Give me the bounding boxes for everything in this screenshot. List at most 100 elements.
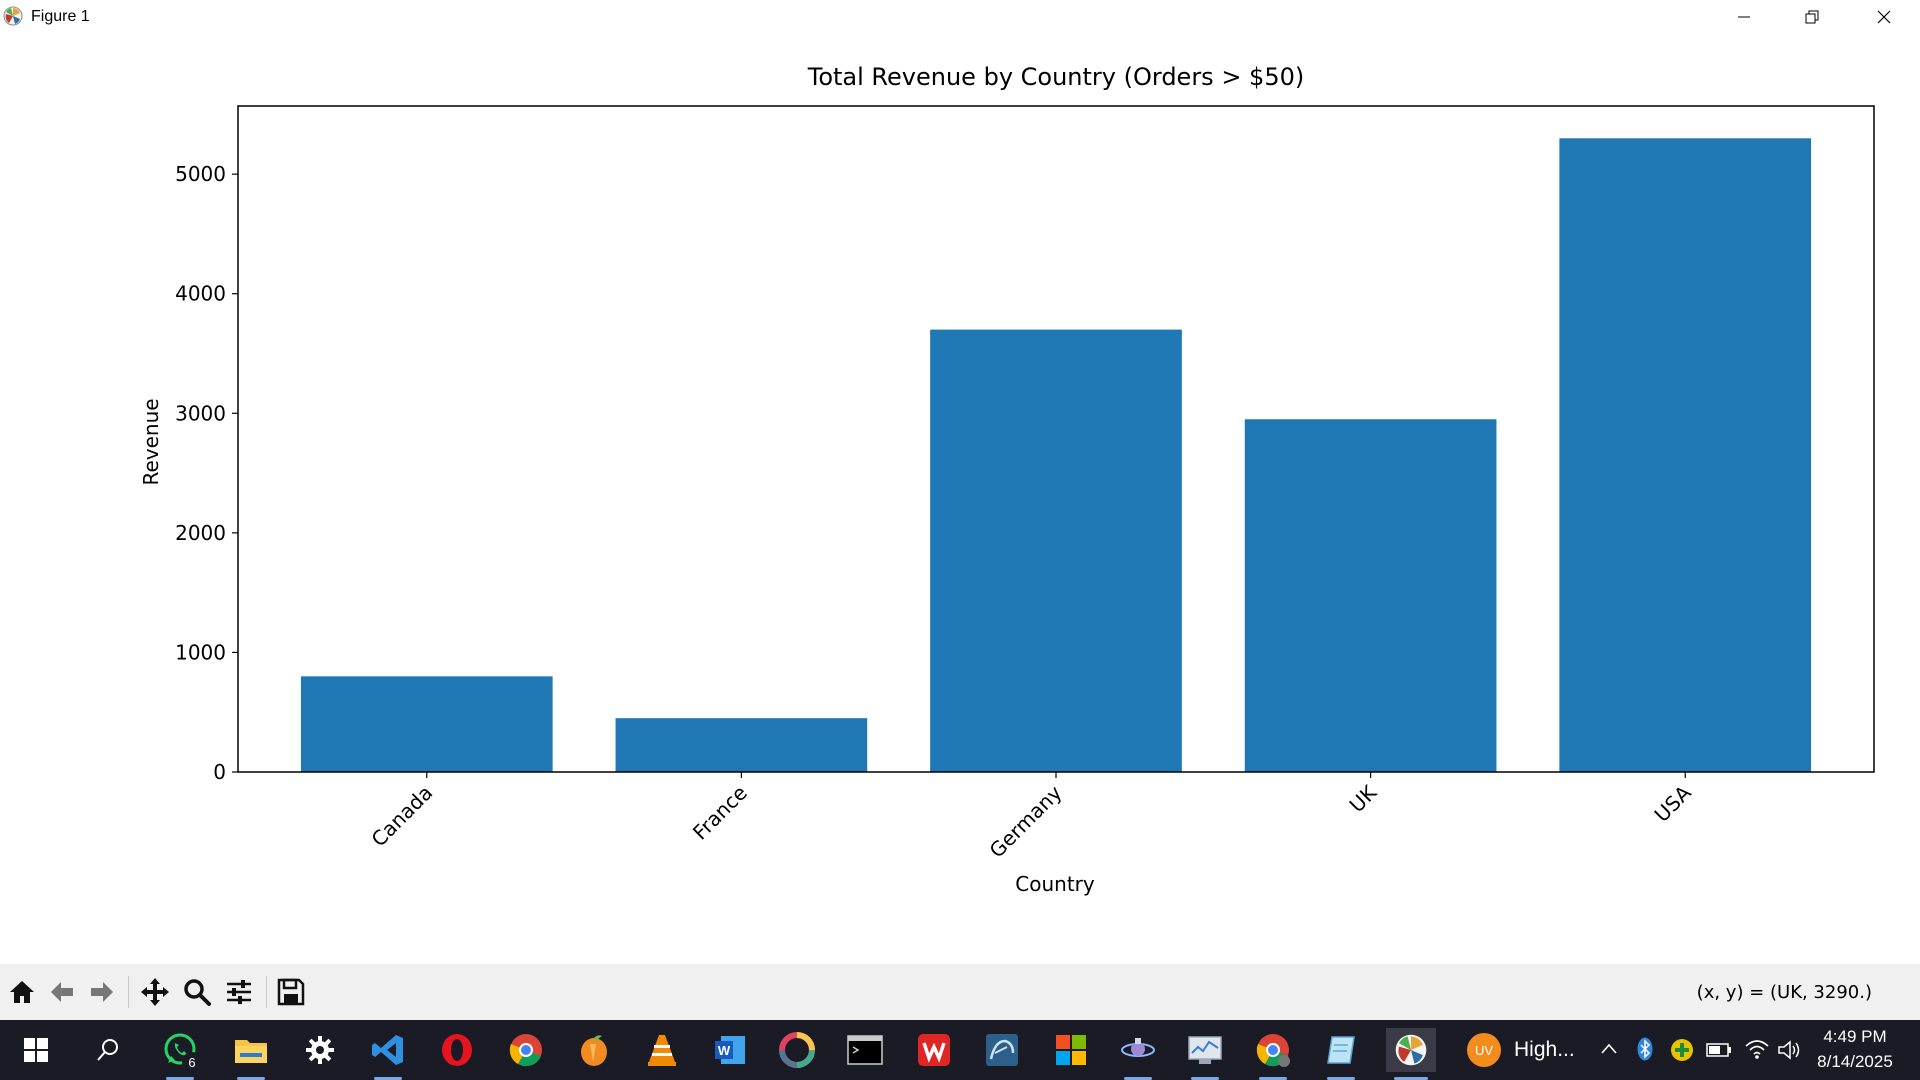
- wps-office-icon: [918, 1034, 950, 1066]
- close-icon: [1877, 10, 1891, 24]
- x-tick-label: UK: [1345, 780, 1382, 817]
- bar-france: [615, 718, 868, 772]
- uv-weather-icon: UV: [1467, 1033, 1501, 1067]
- toolbar-separator: [266, 976, 267, 1008]
- taskbar-mysql-workbench[interactable]: [980, 1028, 1024, 1072]
- forward-icon: [91, 982, 113, 1002]
- search-button[interactable]: [86, 1028, 130, 1072]
- configure-subplots-icon: [227, 980, 251, 1004]
- clock-date: 8/14/2025: [1817, 1052, 1893, 1071]
- y-tick-label: 2000: [175, 521, 226, 545]
- cursor-coordinates: (x, y) = (UK, 3290.): [1696, 982, 1872, 1003]
- active-indicator: [1327, 1077, 1355, 1080]
- bar-germany: [930, 329, 1182, 772]
- y-tick-label: 5000: [175, 162, 226, 186]
- taskbar-terminal[interactable]: [843, 1028, 887, 1072]
- taskbar-whatsapp[interactable]: 6: [158, 1028, 202, 1080]
- monitor-chart-icon: [1188, 1036, 1222, 1064]
- gear-icon: [306, 1036, 334, 1064]
- volume-icon[interactable]: [1777, 1039, 1803, 1061]
- opera-icon: [442, 1034, 472, 1066]
- bar-uk: [1244, 419, 1497, 772]
- chart-title: Total Revenue by Country (Orders > $50): [807, 63, 1304, 91]
- search-icon: [97, 1039, 118, 1061]
- taskbar-notepad[interactable]: [1319, 1028, 1363, 1080]
- bluetooth-icon[interactable]: [1637, 1037, 1653, 1061]
- home-icon: [10, 981, 34, 1003]
- x-tick-label: Canada: [367, 781, 438, 852]
- weather-widget[interactable]: UV: [1462, 1028, 1506, 1072]
- taskbar-resource-monitor[interactable]: [1183, 1028, 1227, 1080]
- bar-chart: Total Revenue by Country (Orders > $50) …: [139, 63, 1875, 896]
- taskbar-vscode[interactable]: [366, 1028, 410, 1080]
- active-indicator: [1191, 1077, 1219, 1080]
- os-taskbar: 6 W: [0, 1020, 1920, 1080]
- pan-button[interactable]: [137, 974, 173, 1010]
- satellite-icon: [1121, 1038, 1155, 1057]
- restore-icon: [1805, 10, 1819, 24]
- navigation-toolbar: (x, y) = (UK, 3290.): [0, 964, 1920, 1020]
- pan-icon: [141, 978, 169, 1006]
- whatsapp-icon: [164, 1033, 196, 1065]
- forward-button[interactable]: [84, 974, 120, 1010]
- taskbar-word[interactable]: W: [708, 1028, 752, 1072]
- home-button[interactable]: [4, 974, 40, 1010]
- y-tick-label: 1000: [175, 640, 226, 664]
- save-icon: [277, 978, 305, 1006]
- chrome-profile-icon: [1256, 1034, 1290, 1067]
- taskbar-wps[interactable]: [912, 1028, 956, 1072]
- office-grid-icon: [1056, 1035, 1086, 1065]
- active-indicator: [1124, 1077, 1152, 1080]
- x-axis-label: Country: [1015, 872, 1095, 896]
- plus-status-icon[interactable]: [1670, 1038, 1694, 1062]
- chevron-up-icon[interactable]: [1600, 1042, 1618, 1056]
- back-icon: [51, 982, 73, 1002]
- active-indicator: [1394, 1077, 1428, 1080]
- taskbar-file-explorer[interactable]: [229, 1028, 273, 1080]
- taskbar-anaconda[interactable]: [1116, 1028, 1160, 1080]
- taskbar-fl-studio[interactable]: [572, 1028, 616, 1072]
- minimize-button[interactable]: [1710, 0, 1778, 34]
- notepad-icon: [1327, 1036, 1355, 1064]
- window-title: Figure 1: [31, 8, 90, 25]
- back-button[interactable]: [44, 974, 80, 1010]
- y-tick-label: 0: [213, 760, 226, 784]
- start-button[interactable]: [14, 1028, 58, 1072]
- zoom-button[interactable]: [179, 974, 215, 1010]
- wifi-icon[interactable]: [1744, 1038, 1770, 1060]
- y-tick-label: 3000: [175, 401, 226, 425]
- battery-icon[interactable]: [1706, 1042, 1732, 1058]
- minimize-icon: [1738, 16, 1750, 18]
- taskbar-chrome[interactable]: [504, 1028, 548, 1072]
- x-tick-label: USA: [1650, 780, 1696, 826]
- weather-label[interactable]: High...: [1514, 1038, 1575, 1061]
- mysql-workbench-icon: [986, 1034, 1018, 1066]
- taskbar-office-app[interactable]: [1049, 1028, 1093, 1072]
- configure-subplots-button[interactable]: [221, 974, 257, 1010]
- taskbar-vlc[interactable]: [640, 1028, 684, 1072]
- save-button[interactable]: [273, 974, 309, 1010]
- window-titlebar: Figure 1: [0, 0, 1920, 34]
- vlc-icon: [648, 1035, 676, 1066]
- windows-start-icon: [24, 1038, 48, 1062]
- bar-canada: [300, 676, 553, 772]
- chrome-icon: [509, 1034, 542, 1067]
- color-wheel-icon: [779, 1032, 815, 1068]
- matplotlib-app-icon: [1395, 1034, 1427, 1066]
- taskbar-settings[interactable]: [298, 1028, 342, 1072]
- taskbar-matplotlib-figure[interactable]: [1386, 1028, 1436, 1080]
- clock-time: 4:49 PM: [1823, 1027, 1887, 1046]
- restore-button[interactable]: [1778, 0, 1846, 34]
- bar-usa: [1559, 138, 1812, 772]
- active-indicator: [237, 1077, 265, 1080]
- y-axis-label: Revenue: [139, 398, 163, 485]
- close-button[interactable]: [1850, 0, 1918, 34]
- uv-badge-text: UV: [1475, 1043, 1493, 1058]
- taskbar-color-app[interactable]: [775, 1028, 819, 1072]
- taskbar-opera[interactable]: [435, 1028, 479, 1072]
- taskbar-chrome-profile[interactable]: [1251, 1028, 1295, 1080]
- taskbar-clock[interactable]: 4:49 PM 8/14/2025: [1810, 1024, 1900, 1074]
- figure-canvas[interactable]: Total Revenue by Country (Orders > $50) …: [0, 34, 1920, 964]
- vscode-icon: [372, 1035, 403, 1065]
- svg-text:W: W: [718, 1043, 731, 1058]
